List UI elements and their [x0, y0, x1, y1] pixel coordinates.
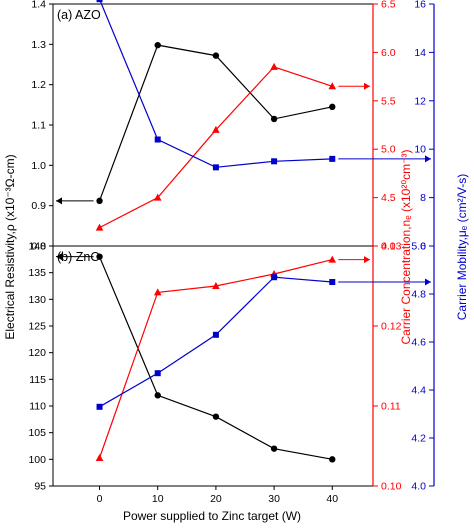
- x-tick-label: 20: [210, 493, 222, 505]
- concentration-point: [153, 193, 162, 201]
- mobility-point: [212, 331, 219, 338]
- resistivity-point: [212, 413, 220, 420]
- right2-tick-label: 4.6: [411, 337, 426, 349]
- resistivity-point: [329, 103, 336, 111]
- right2-tick-label: 4.0: [411, 481, 426, 493]
- resistivity-point: [96, 197, 103, 205]
- mobility-point: [96, 403, 103, 410]
- left-tick-label: 1.4: [31, 0, 46, 11]
- resistivity-point: [96, 253, 103, 260]
- left-tick-label: 140: [28, 241, 46, 253]
- mobility-point: [329, 279, 336, 285]
- right2-tick-label: 14: [414, 47, 426, 59]
- mobility-series-line: [99, 0, 333, 168]
- right-tick-label: 0.11: [381, 401, 401, 413]
- right2-tick-label: 6: [420, 241, 426, 253]
- left-tick-label: 130: [28, 294, 46, 306]
- concentration-point: [95, 223, 104, 231]
- x-tick-label: 30: [268, 493, 280, 505]
- mobility-axis-arrowhead: [425, 278, 431, 286]
- mobility-series-line: [99, 276, 333, 408]
- left-tick-label: 95: [34, 481, 46, 493]
- right-tick-label: 5.0: [381, 144, 396, 156]
- panel-frame: [52, 245, 374, 487]
- resistivity-series-line: [98, 44, 333, 202]
- right2-tick-label: 8: [420, 192, 426, 204]
- x-tick-label: 40: [326, 493, 338, 505]
- left-tick-label: 125: [28, 321, 46, 333]
- left-tick-label: 1.2: [31, 79, 46, 91]
- right-tick-label: 0.10: [381, 481, 402, 493]
- concentration-axis-arrowhead: [364, 82, 370, 90]
- concentration-point: [328, 255, 337, 263]
- right-tick-label: 5.5: [381, 95, 396, 107]
- left-tick-label: 100: [28, 454, 46, 466]
- resistivity-point: [154, 392, 161, 399]
- left-tick-label: 0.8: [31, 241, 46, 253]
- left-tick-label: 1.3: [31, 39, 46, 51]
- panel-0: (a) AZO 0.8 0.9 1.0 1.1 1.2 1.3 1.4 4.0 4.5 5.0 5.5…: [31, 0, 435, 253]
- left-tick-label: 135: [28, 267, 46, 279]
- resistivity-point: [212, 52, 220, 59]
- right2-tick-label: 16: [414, 0, 426, 11]
- right2-tick-label: 4.4: [411, 385, 426, 397]
- concentration-point: [212, 282, 220, 289]
- x-tick-label: 10: [152, 493, 164, 505]
- left-tick-label: 115: [29, 374, 46, 386]
- mobility-point: [154, 136, 161, 143]
- mobility-point: [271, 274, 278, 281]
- right2-tick-label: 10: [414, 144, 426, 156]
- panel-1: (b) ZnO951001051101151201251301351400.10…: [28, 241, 435, 493]
- mobility-point: [271, 158, 278, 165]
- concentration-point: [153, 288, 162, 296]
- left-tick-label: 0.9: [31, 200, 46, 212]
- mobility-point: [212, 164, 219, 171]
- left-tick-label: 110: [29, 401, 46, 413]
- right-axis-title: Carrier Concentration,nₑ (x10²⁰cm⁻³): [399, 150, 413, 345]
- resistivity-point: [270, 445, 278, 452]
- left-tick-label: 120: [28, 347, 46, 359]
- resistivity-point: [154, 41, 161, 49]
- resistivity-point: [329, 456, 336, 463]
- left-tick-label: 105: [28, 427, 46, 439]
- mobility-point: [96, 0, 103, 3]
- concentration-series-line: [98, 259, 333, 459]
- right-tick-label: 4.5: [381, 192, 396, 204]
- concentration-point: [328, 82, 337, 90]
- left-tick-label: 1.1: [31, 120, 46, 132]
- x-tick-label: 0: [97, 493, 103, 505]
- concentration-point: [270, 62, 278, 70]
- concentration-point: [95, 454, 104, 461]
- right2-tick-label: 12: [414, 95, 426, 107]
- right2-axis-title: Carrier Mobility,μₑ (cm²/V-s): [455, 174, 469, 320]
- x-axis-title: Power supplied to Zinc target (W): [123, 509, 301, 523]
- left-tick-label: 1.0: [31, 160, 46, 172]
- right-tick-label: 0.13: [381, 241, 402, 253]
- right2-tick-label: 4.8: [411, 289, 426, 301]
- concentration-series-line: [99, 66, 333, 229]
- right2-tick-label: 5.0: [411, 241, 426, 253]
- mobility-axis-arrowhead: [425, 155, 431, 163]
- resistivity-axis-arrowhead: [56, 197, 62, 205]
- mobility-point: [154, 370, 161, 377]
- right-tick-label: 6.0: [381, 47, 396, 59]
- panel-frame: [52, 3, 374, 247]
- resistivity-axis-arrowhead: [56, 253, 62, 261]
- right2-tick-label: 4.2: [411, 433, 426, 445]
- left-axis-title: Electrical Resistivity,ρ (x10⁻³Ω-cm): [3, 154, 17, 339]
- axis-layer: 0 10 20 30 40: [97, 486, 338, 505]
- concentration-axis-arrowhead: [364, 256, 370, 264]
- resistivity-point: [270, 115, 278, 123]
- plot-layer: (a) AZO 0.8 0.9 1.0 1.1 1.2 1.3 1.4 4.0 4.5 5.0 5.5…: [28, 0, 435, 493]
- concentration-point: [212, 125, 220, 133]
- right-tick-label: 6.5: [381, 0, 396, 11]
- right-tick-label: 0.12: [381, 321, 402, 333]
- mobility-point: [329, 155, 336, 162]
- right-tick-label: 4.0: [381, 241, 396, 253]
- panel-label: (a) AZO: [57, 8, 101, 22]
